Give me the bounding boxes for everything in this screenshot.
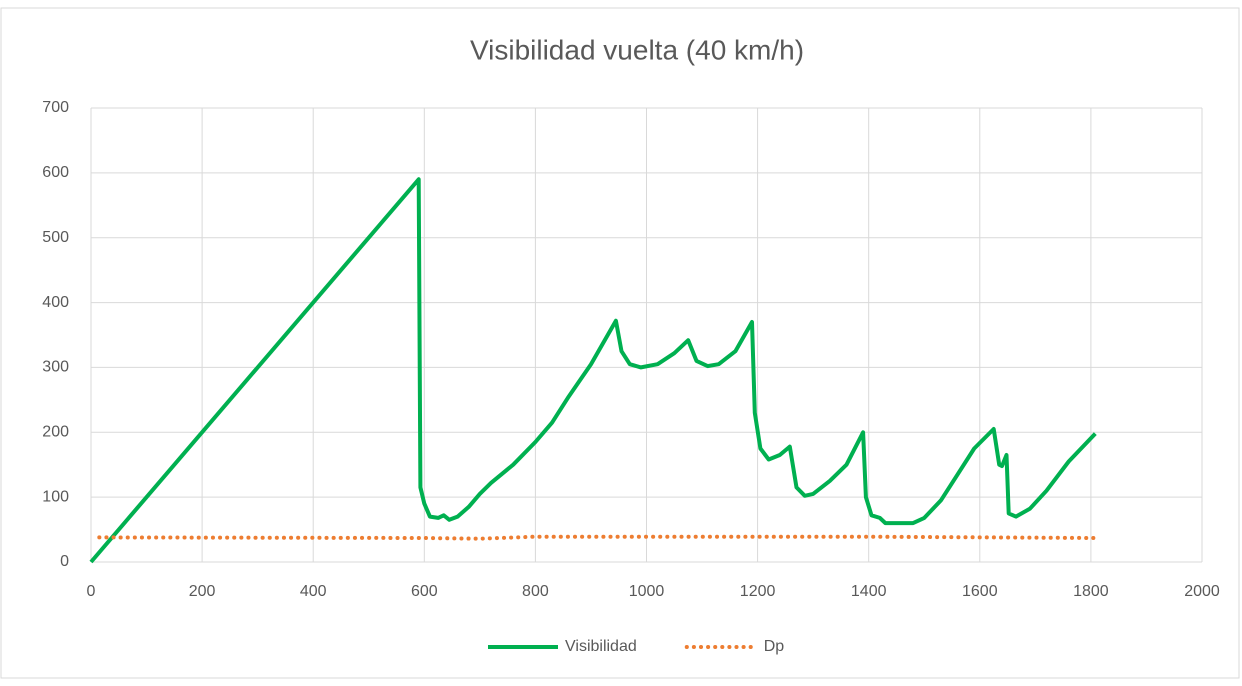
x-tick-label: 800 (522, 583, 549, 600)
y-tick-label: 500 (42, 229, 69, 246)
x-tick-label: 1000 (629, 583, 665, 600)
y-tick-label: 100 (42, 488, 69, 505)
x-tick-label: 600 (411, 583, 438, 600)
legend-label: Dp (764, 638, 785, 655)
legend-label: Visibilidad (565, 638, 637, 655)
y-tick-label: 0 (60, 553, 69, 570)
x-tick-label: 0 (87, 583, 96, 600)
y-tick-label: 200 (42, 424, 69, 441)
x-tick-label: 1600 (962, 583, 998, 600)
x-tick-label: 1800 (1073, 583, 1109, 600)
x-tick-label: 400 (300, 583, 327, 600)
x-tick-label: 200 (189, 583, 216, 600)
x-tick-label: 2000 (1184, 583, 1220, 600)
x-tick-label: 1200 (740, 583, 776, 600)
y-tick-label: 700 (42, 99, 69, 116)
series-line (89, 177, 1097, 564)
y-tick-label: 300 (42, 359, 69, 376)
chart-title: Visibilidad vuelta (40 km/h) (470, 34, 804, 65)
y-tick-label: 400 (42, 294, 69, 311)
y-tick-label: 600 (42, 164, 69, 181)
x-tick-label: 1400 (851, 583, 887, 600)
series-line (97, 534, 1098, 541)
